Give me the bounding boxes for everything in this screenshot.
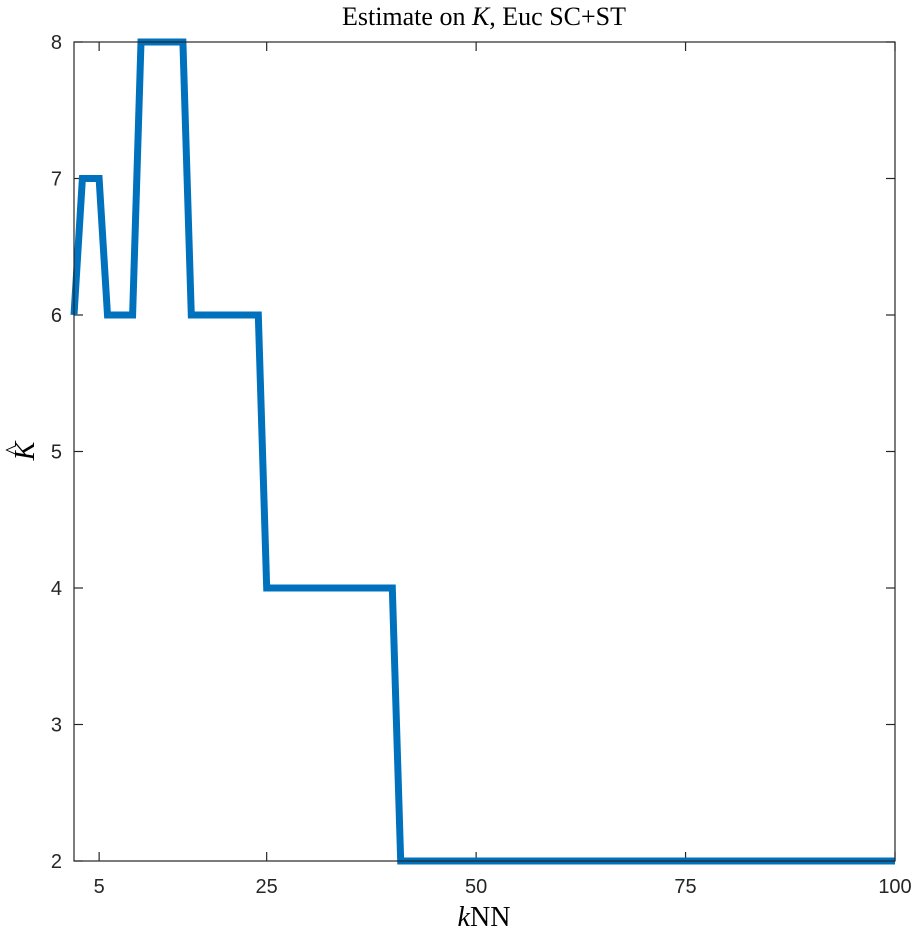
- x-tick-label: 50: [465, 876, 487, 898]
- x-tick-label: 75: [674, 876, 696, 898]
- tick-labels: 5 25 50 75 100 2 3 4 5 6 7 8: [51, 32, 912, 898]
- y-axis-label-hat: ^: [0, 444, 25, 455]
- x-axis-label-rest: NN: [470, 902, 510, 933]
- ticks: [74, 41, 896, 862]
- y-tick-label: 3: [51, 715, 62, 737]
- chart-title-var: K: [471, 2, 491, 31]
- x-axis-label-var: k: [458, 902, 471, 933]
- y-axis-label: K ^: [0, 440, 41, 461]
- chart-title-prefix: Estimate on: [342, 2, 472, 31]
- plot-frame: [73, 41, 896, 862]
- series-line-0: [70, 38, 895, 865]
- y-tick-label: 8: [51, 32, 62, 54]
- chart-title-suffix: , Euc SC+ST: [489, 2, 626, 31]
- y-axis-label-var: K: [10, 440, 41, 461]
- chart-title: Estimate on K, Euc SC+ST: [342, 2, 626, 31]
- y-tick-label: 4: [51, 578, 62, 600]
- y-tick-label: 7: [51, 169, 62, 191]
- x-axis-label: kNN: [458, 902, 511, 933]
- x-tick-label: 25: [256, 876, 278, 898]
- y-tick-label: 5: [51, 442, 62, 464]
- x-tick-label: 5: [94, 876, 105, 898]
- x-tick-label: 100: [878, 876, 911, 898]
- y-tick-label: 2: [51, 851, 62, 873]
- y-tick-label: 6: [51, 305, 62, 327]
